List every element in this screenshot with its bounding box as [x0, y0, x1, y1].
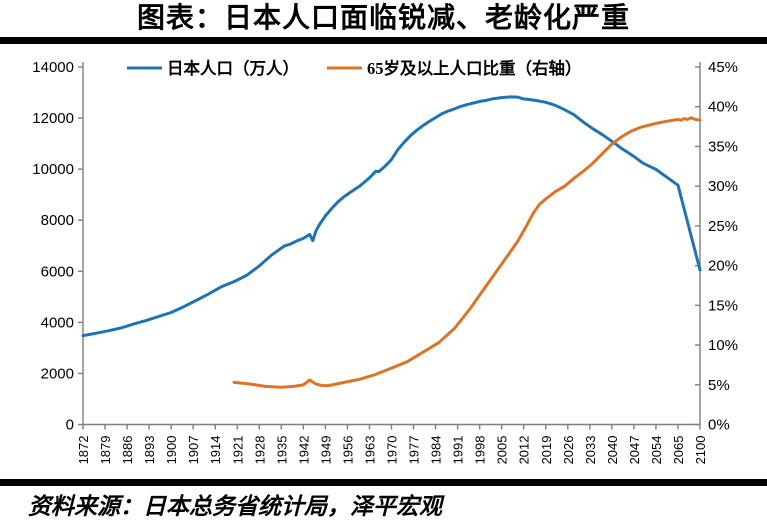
x-axis-label: 2033: [583, 436, 598, 465]
right-axis-label: 45%: [708, 59, 738, 76]
left-axis-label: 8000: [41, 212, 74, 229]
legend-label-aging: 65岁及以上人口比重（右轴）: [367, 58, 582, 78]
top-divider-bar: [0, 37, 767, 44]
x-axis-label: 1886: [120, 436, 135, 465]
x-axis-label: 2054: [649, 436, 664, 465]
left-axis-label: 10000: [32, 161, 74, 178]
x-axis-label: 1900: [164, 436, 179, 465]
bottom-divider-bar: [0, 479, 767, 486]
right-axis-label: 40%: [708, 99, 738, 116]
x-axis-label: 2065: [671, 436, 686, 465]
x-axis-label: 1977: [407, 436, 422, 465]
right-axis-label: 15%: [708, 297, 738, 314]
x-axis-label: 1872: [76, 436, 91, 465]
right-axis-label: 20%: [708, 258, 738, 275]
x-axis-label: 2040: [605, 436, 620, 465]
x-axis-label: 1998: [473, 435, 488, 464]
right-axis-label: 25%: [708, 218, 738, 235]
x-axis-label: 1935: [274, 436, 289, 465]
x-axis-label: 1984: [429, 436, 444, 465]
x-axis-label: 2005: [495, 436, 510, 465]
x-axis-label: 1956: [340, 436, 355, 465]
x-axis-label: 1942: [296, 436, 311, 465]
x-axis-label: 1949: [318, 436, 333, 465]
legend-label-population: 日本人口（万人）: [167, 58, 299, 78]
x-axis-label: 1907: [186, 436, 201, 465]
population-line: [81, 95, 702, 338]
x-axis-label: 2047: [627, 436, 642, 465]
x-axis-label: 1914: [208, 436, 223, 465]
x-axis-label: 1970: [385, 436, 400, 465]
x-axis-label: 1928: [252, 436, 267, 465]
x-axis-label: 1879: [98, 436, 113, 465]
x-axis-label: 1963: [362, 436, 377, 465]
x-axis-label: 2100: [693, 436, 708, 465]
right-axis-label: 5%: [708, 377, 730, 394]
left-axis-label: 6000: [41, 263, 74, 280]
right-axis-label: 30%: [708, 178, 738, 195]
source-note: 资料来源：日本总务省统计局，泽平宏观: [28, 494, 442, 519]
population-aging-line-chart: 0 2000 4000 6000 8000 10000 12000 14000 0% 5% 10% 1…: [32, 58, 738, 465]
right-axis-label: 0%: [708, 417, 730, 434]
right-axis-label: 10%: [708, 337, 738, 354]
left-axis-label: 14000: [32, 59, 74, 76]
x-axis-label: 2019: [539, 436, 554, 465]
x-axis-label: 2026: [561, 436, 576, 465]
right-axis-label: 35%: [708, 138, 738, 155]
left-axis-label: 2000: [41, 365, 74, 382]
x-axis-label: 1893: [142, 436, 157, 465]
left-axis-label: 0: [66, 417, 74, 434]
left-axis-label: 12000: [32, 110, 74, 127]
x-axis-label: 2012: [517, 436, 532, 465]
x-axis-label: 1991: [451, 436, 466, 465]
chart-title: 图表：日本人口面临锐减、老龄化严重: [136, 3, 630, 34]
x-axis-label: 1921: [230, 436, 245, 465]
left-axis-label: 4000: [41, 314, 74, 331]
aging-ratio-line: [232, 116, 702, 389]
